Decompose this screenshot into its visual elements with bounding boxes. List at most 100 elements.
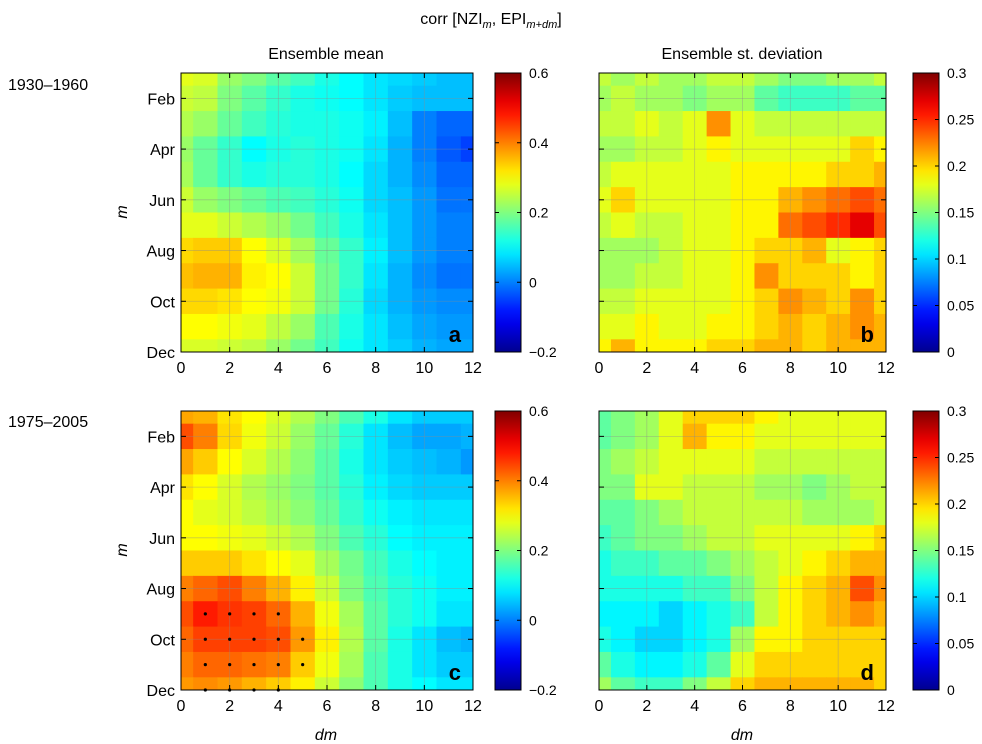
heatmap-cell (387, 525, 413, 552)
heatmap-cell (266, 313, 292, 340)
heatmap-cell (682, 237, 708, 264)
heatmap-cell (874, 575, 886, 602)
colorbar-tick-label: −0.2 (529, 344, 557, 360)
y-tick-label: Oct (150, 294, 175, 311)
colorbar-tick-label: 0.3 (947, 403, 967, 419)
heatmap-cell (778, 550, 803, 577)
heatmap-cell (850, 237, 875, 264)
heatmap-cell (706, 499, 732, 526)
heatmap-cell (706, 212, 732, 239)
heatmap-cell (363, 449, 389, 476)
heatmap-cell (754, 626, 779, 653)
heatmap-cell (266, 187, 292, 214)
colorbar (912, 72, 940, 353)
heatmap-cell (387, 575, 413, 602)
heatmap-cell (778, 237, 803, 264)
heatmap-cell (682, 651, 708, 678)
heatmap-cell (730, 111, 756, 138)
heatmap-cell (599, 601, 612, 628)
heatmap-cell (314, 423, 340, 450)
heatmap-cell (826, 575, 851, 602)
heatmap-cell (241, 423, 267, 450)
heatmap-cell (802, 85, 827, 112)
heatmap-cell (778, 161, 803, 188)
heatmap-cell (339, 601, 365, 628)
heatmap-cell (339, 651, 365, 678)
heatmap-cell (610, 575, 636, 602)
heatmap-cell (266, 73, 292, 87)
heatmap-cell (850, 474, 875, 501)
heatmap-cell (802, 212, 827, 239)
heatmap-cell (802, 423, 827, 450)
heatmap-cell (193, 575, 219, 602)
heatmap-cell (802, 73, 827, 87)
heatmap-cell (217, 550, 243, 577)
heatmap-cell (754, 474, 779, 501)
heatmap-cell (217, 288, 243, 315)
heatmap-cell (754, 601, 779, 628)
heatmap-cell (874, 339, 886, 352)
heatmap-cell (436, 626, 462, 653)
significance-dot (203, 663, 207, 667)
heatmap-cell (610, 499, 636, 526)
heatmap-cell (339, 187, 365, 214)
heatmap-cell (290, 449, 316, 476)
heatmap-cell (610, 449, 636, 476)
heatmap-field (599, 73, 886, 352)
heatmap-cell (412, 411, 438, 425)
heatmap-cell (634, 411, 660, 425)
x-tick-label: 4 (274, 698, 283, 715)
heatmap-cell (460, 237, 473, 264)
heatmap-cell (850, 161, 875, 188)
heatmap-cell (706, 677, 732, 690)
heatmap-cell (387, 288, 413, 315)
heatmap-cell (682, 423, 708, 450)
heatmap-cell (634, 575, 660, 602)
heatmap-cell (436, 212, 462, 239)
heatmap-cell (730, 411, 756, 425)
heatmap-cell (802, 187, 827, 214)
heatmap-cell (778, 187, 803, 214)
heatmap-cell (682, 525, 708, 552)
x-tick-label: 12 (464, 698, 482, 715)
heatmap-field (181, 73, 473, 352)
heatmap-cell (363, 411, 389, 425)
heatmap-cell (682, 313, 708, 340)
heatmap-cell (436, 601, 462, 628)
heatmap-cell (610, 263, 636, 290)
colorbar-tick-label: 0.2 (529, 205, 549, 221)
panel-a: 0 2 4 6 8 10 12 Feb Apr Jun Aug Oct Dec a 0.6 0.4 0.2 0 −0… (147, 65, 557, 377)
significance-dot (301, 663, 305, 667)
heatmap-cell (460, 85, 473, 112)
heatmap-cell (599, 161, 612, 188)
heatmap-cell (754, 212, 779, 239)
heatmap-cell (436, 85, 462, 112)
heatmap-cell (826, 73, 851, 87)
heatmap-cell (754, 449, 779, 476)
heatmap-cell (850, 651, 875, 678)
heatmap-cell (290, 474, 316, 501)
heatmap-cell (181, 525, 194, 552)
heatmap-cell (217, 73, 243, 87)
heatmap-cell (599, 423, 612, 450)
x-tick-label: 0 (177, 360, 186, 377)
heatmap-cell (802, 499, 827, 526)
heatmap-cell (181, 313, 194, 340)
heatmap-cell (436, 550, 462, 577)
heatmap-cell (826, 499, 851, 526)
x-tick-label: 10 (829, 360, 847, 377)
heatmap-cell (826, 449, 851, 476)
heatmap-cell (826, 411, 851, 425)
heatmap-cell (339, 474, 365, 501)
heatmap-cell (436, 651, 462, 678)
heatmap-cell (181, 73, 194, 87)
heatmap-cell (802, 136, 827, 163)
heatmap-cell (634, 339, 660, 352)
heatmap-cell (266, 111, 292, 138)
heatmap-cell (802, 237, 827, 264)
heatmap-cell (339, 499, 365, 526)
heatmap-cell (387, 474, 413, 501)
heatmap-cell (730, 575, 756, 602)
heatmap-cell (610, 288, 636, 315)
